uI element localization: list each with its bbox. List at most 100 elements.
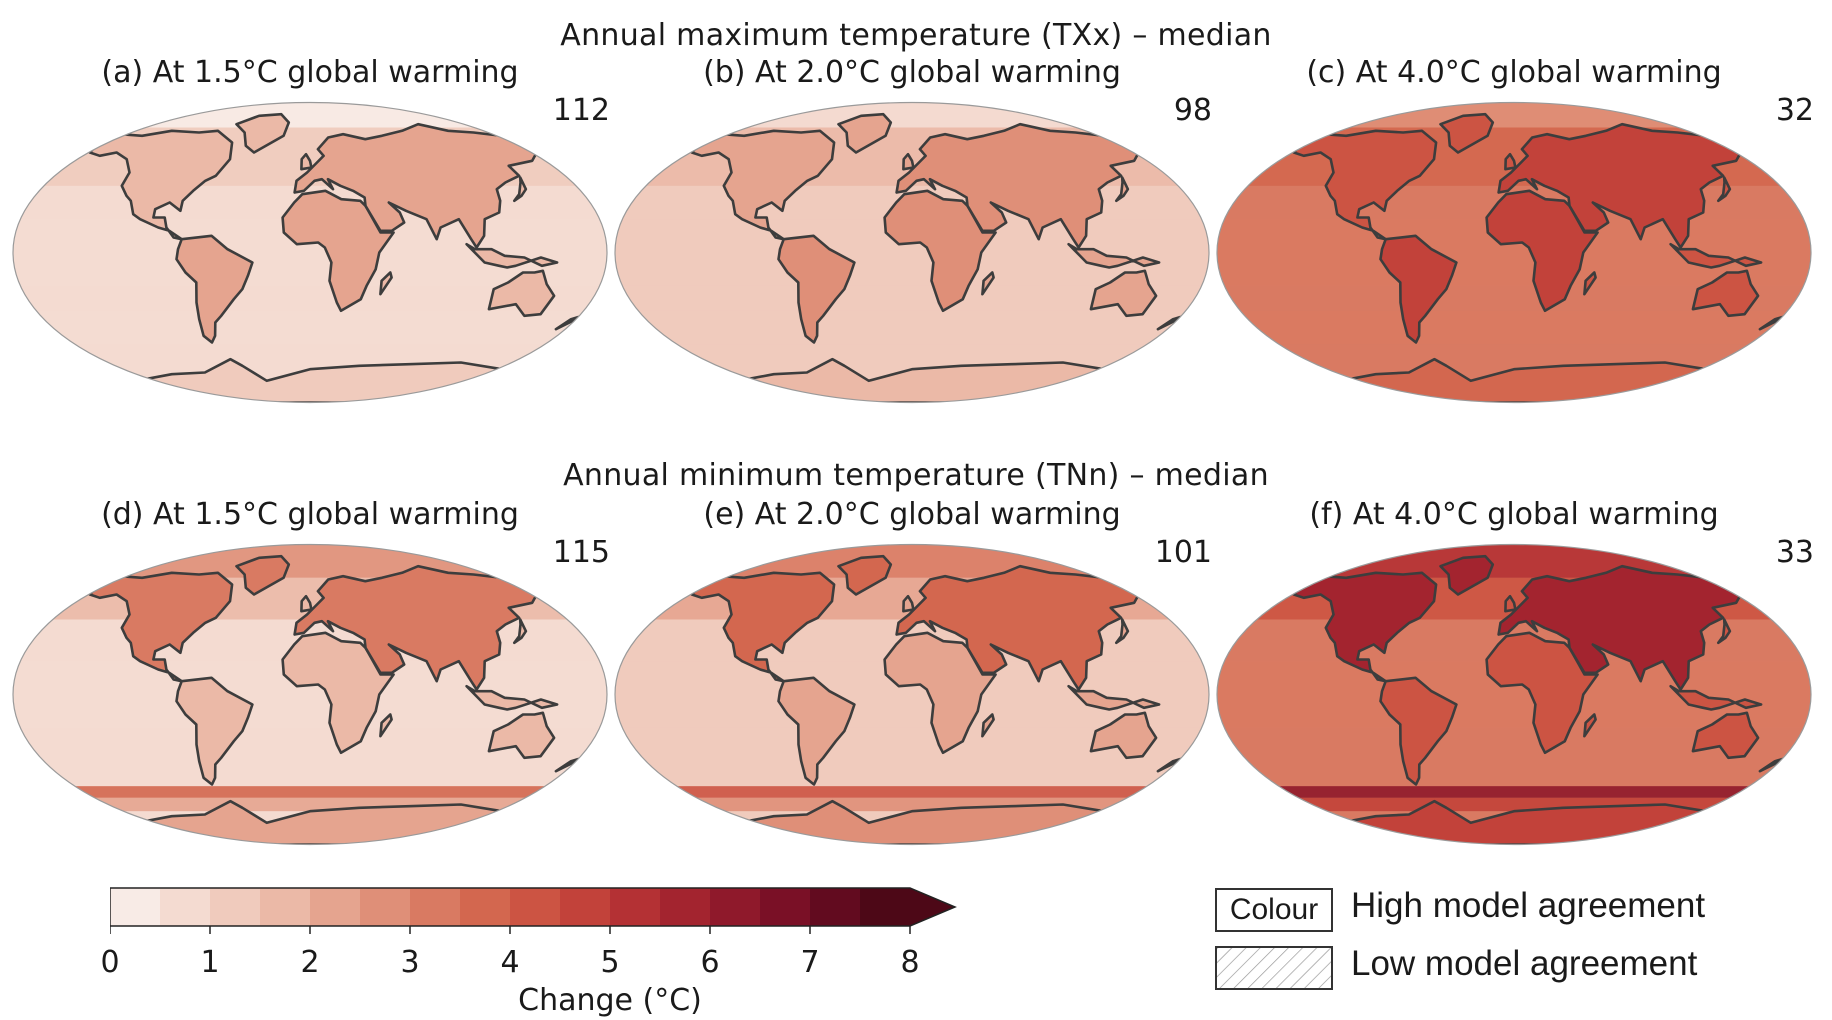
colorbar-segment <box>310 888 361 926</box>
landmass-greenland <box>1439 554 1495 596</box>
landmass-australia <box>1691 711 1760 760</box>
landmass-africa <box>883 631 997 755</box>
landmass-africa <box>1485 189 1599 313</box>
landmass-uk <box>300 152 313 171</box>
landmass-africa <box>883 189 997 313</box>
landmass-eurasia <box>293 564 539 691</box>
latitude-band <box>615 544 1209 578</box>
map-frame <box>12 101 608 404</box>
panel-count-e: 101 <box>1154 535 1212 570</box>
landmass-africa <box>281 189 395 313</box>
map-panel-b: (b) At 2.0°C global warming 98 <box>612 55 1212 405</box>
landmass-madagascar <box>1583 713 1597 738</box>
legend-low-agreement: Low model agreement <box>1351 944 1698 983</box>
map-frame <box>1216 101 1812 404</box>
panel-title-e: (e) At 2.0°C global warming <box>703 497 1121 532</box>
landmass-australia <box>1691 269 1760 318</box>
map-panel-f: (f) At 4.0°C global warming 33 <box>1214 497 1814 847</box>
landmass-eurasia <box>293 122 539 249</box>
colorbar-tick-label: 6 <box>700 945 720 980</box>
panel-title-a: (a) At 1.5°C global warming <box>101 55 519 90</box>
landmass-north-america <box>690 571 836 683</box>
latitude-band <box>615 786 1209 798</box>
latitude-band <box>13 310 607 345</box>
agreement-legend: Colour High model agreement Low model ag… <box>1215 886 1775 998</box>
landmass-south-america <box>777 234 856 344</box>
landmass-japan <box>1716 176 1732 203</box>
landmass-south-america <box>1379 234 1458 344</box>
colorbar-tick-label: 8 <box>900 945 920 980</box>
landmass-south-america <box>777 676 856 786</box>
landmass-greenland <box>235 112 291 154</box>
landmass-uk <box>1504 152 1517 171</box>
landmass-north-america <box>1292 571 1438 683</box>
landmass-australia <box>487 711 556 760</box>
colorbar-tick-label: 3 <box>400 945 420 980</box>
world-map-c <box>1216 101 1812 404</box>
landmass-japan <box>1716 618 1732 645</box>
landmass-greenland <box>235 554 291 596</box>
colorbar-segment <box>810 888 861 926</box>
panel-title-b: (b) At 2.0°C global warming <box>703 55 1121 90</box>
landmass-south-america <box>1379 676 1458 786</box>
landmass-indonesia <box>465 242 559 269</box>
landmass-uk <box>902 594 915 613</box>
landmass-indonesia <box>1669 242 1763 269</box>
colorbar: 0 1 2 3 4 5 6 7 8 Change (°C) <box>100 878 1110 1018</box>
colorbar-segment <box>710 888 761 926</box>
colorbar-segment <box>260 888 311 926</box>
panel-count-c: 32 <box>1775 93 1814 128</box>
landmass-indonesia <box>1067 242 1161 269</box>
landmass-indonesia <box>1669 684 1763 711</box>
panel-count-b: 98 <box>1173 93 1212 128</box>
landmass-greenland <box>837 112 893 154</box>
landmass-madagascar <box>379 713 393 738</box>
colorbar-tick-label: 1 <box>200 945 220 980</box>
colorbar-tick-label: 7 <box>800 945 820 980</box>
panel-count-a: 112 <box>552 93 610 128</box>
landmass-eurasia <box>1497 122 1743 249</box>
colorbar-segment <box>860 888 911 926</box>
landmass-japan <box>1114 618 1130 645</box>
landmass-uk <box>902 152 915 171</box>
landmass-south-america <box>175 234 254 344</box>
colorbar-segment <box>160 888 211 926</box>
landmass-eurasia <box>895 122 1141 249</box>
map-panel-c: (c) At 4.0°C global warming 32 <box>1214 55 1814 405</box>
latitude-band <box>13 786 607 798</box>
landmass-madagascar <box>981 713 995 738</box>
colorbar-segment <box>210 888 261 926</box>
panel-title-d: (d) At 1.5°C global warming <box>101 497 519 532</box>
colorbar-segment <box>610 888 661 926</box>
landmass-australia <box>1089 269 1158 318</box>
colorbar-segment <box>110 888 161 926</box>
landmass-madagascar <box>981 271 995 296</box>
legend-high-agreement: High model agreement <box>1351 886 1706 925</box>
colorbar-segment <box>560 888 611 926</box>
panel-count-d: 115 <box>552 535 610 570</box>
colorbar-tick-label: 2 <box>300 945 320 980</box>
landmass-eurasia <box>1497 564 1743 691</box>
world-map-b <box>614 101 1210 404</box>
landmass-indonesia <box>465 684 559 711</box>
latitude-band <box>1217 102 1811 128</box>
landmass-north-america <box>690 129 836 241</box>
row-title-tnn: Annual minimum temperature (TNn) – media… <box>563 458 1269 493</box>
row-title-txx: Annual maximum temperature (TXx) – media… <box>560 18 1272 53</box>
landmass-madagascar <box>1583 271 1597 296</box>
landmass-japan <box>512 176 528 203</box>
latitude-band <box>615 102 1209 128</box>
landmass-japan <box>1114 176 1130 203</box>
landmass-greenland <box>837 554 893 596</box>
colorbar-label: Change (°C) <box>518 983 702 1018</box>
latitude-band <box>1217 310 1811 345</box>
map-frame <box>1216 543 1812 846</box>
colorbar-segment <box>410 888 461 926</box>
landmass-madagascar <box>379 271 393 296</box>
colorbar-extend-arrow <box>910 888 955 926</box>
latitude-band <box>13 544 607 578</box>
latitude-band <box>13 102 607 128</box>
world-map-f <box>1216 543 1812 846</box>
panel-count-f: 33 <box>1775 535 1814 570</box>
colorbar-segment <box>460 888 511 926</box>
